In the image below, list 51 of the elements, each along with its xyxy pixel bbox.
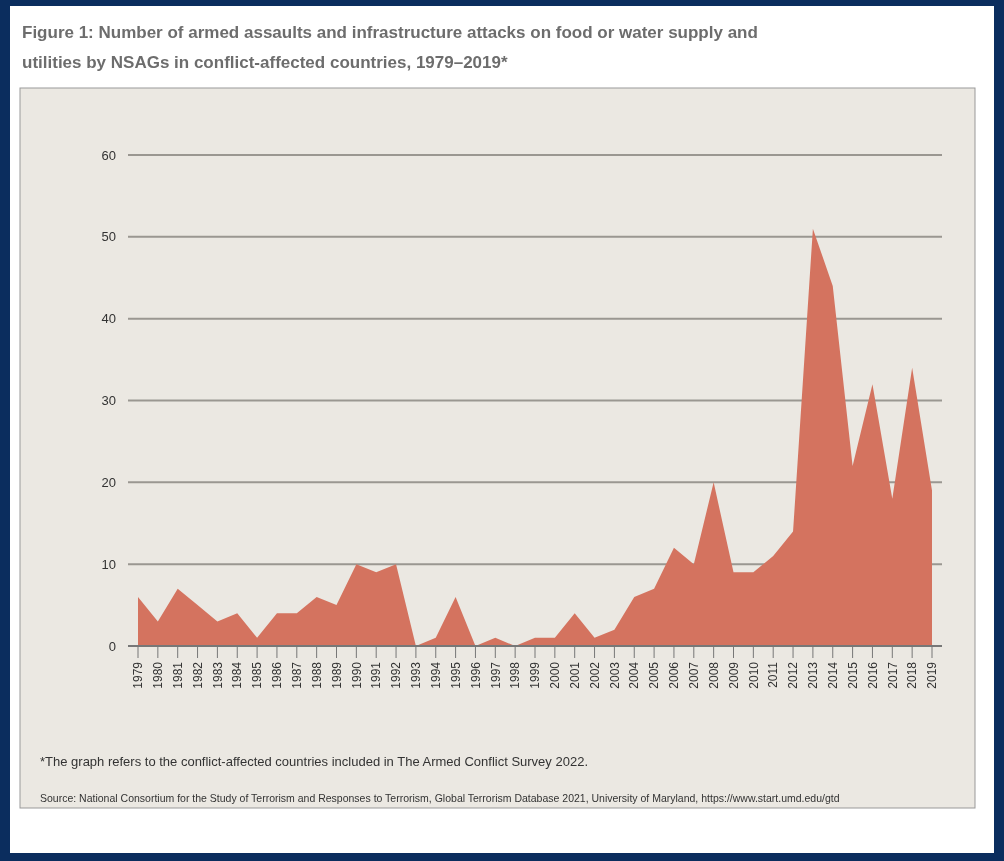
x-tick-label: 2000 xyxy=(548,661,563,689)
x-tick-label: 1983 xyxy=(210,661,225,689)
x-tick-label: 1995 xyxy=(448,661,463,689)
x-tick-label: 2005 xyxy=(647,661,662,689)
x-tick-label: 2016 xyxy=(865,661,880,689)
x-tick-label: 2018 xyxy=(905,661,920,689)
source-note: Source: National Consortium for the Study of Terrorism and Responses to Terrorism, Global Terrorism Database 2021, University of Maryland, https://www.start.umd.edu/gtd xyxy=(40,792,840,804)
x-tick-label: 1994 xyxy=(428,661,443,689)
y-tick-label: 60 xyxy=(101,147,116,163)
x-tick-label: 1982 xyxy=(190,661,205,689)
x-tick-label: 2008 xyxy=(706,661,721,689)
x-tick-label: 2004 xyxy=(627,661,642,689)
x-tick-label: 1984 xyxy=(230,661,245,689)
y-tick-label: 20 xyxy=(101,474,116,490)
chart-title: Figure 1: Number of armed assaults and infrastructure attacks on food or water supply and utilities by NSAGs in conflict-affected countries, 1979–2019* xyxy=(22,23,758,72)
x-tick-label: 1981 xyxy=(170,661,185,689)
x-tick-label: 1993 xyxy=(409,661,424,689)
x-tick-label: 2003 xyxy=(607,661,622,689)
y-tick-label: 10 xyxy=(101,556,116,572)
text: *The graph refers to the conflict-affected countries included in The Armed Conflict Survey 2022. xyxy=(40,754,588,769)
x-tick-label: 1985 xyxy=(250,661,265,689)
x-tick-label: 2009 xyxy=(726,661,741,689)
x-tick-label: 1989 xyxy=(329,661,344,689)
y-tick-label: 40 xyxy=(101,311,116,327)
x-tick-label: 1980 xyxy=(151,661,166,689)
x-tick-label: 1988 xyxy=(309,661,324,689)
x-tick-label: 2014 xyxy=(825,661,840,689)
x-tick-label: 2007 xyxy=(687,661,701,689)
x-tick-label: 2002 xyxy=(587,661,602,689)
x-tick-label: 1996 xyxy=(468,661,483,689)
x-tick-label: 1991 xyxy=(369,661,384,689)
y-tick-label: 30 xyxy=(101,393,116,409)
x-tick-label: 2010 xyxy=(746,661,761,689)
x-tick-label: 1998 xyxy=(508,661,523,689)
x-tick-label: 2015 xyxy=(845,661,860,689)
x-tick-label: 2011 xyxy=(766,661,781,688)
x-tick-label: 1990 xyxy=(349,661,364,689)
x-tick-label: 1992 xyxy=(389,661,404,689)
x-tick-label: 2017 xyxy=(885,661,900,689)
x-tick-label: 1999 xyxy=(528,661,543,689)
x-tick-label: 1979 xyxy=(131,661,146,689)
x-tick-label: 2013 xyxy=(806,661,821,689)
x-tick-label: 2012 xyxy=(786,661,801,689)
y-tick-label: 50 xyxy=(101,229,116,245)
x-tick-label: 1986 xyxy=(270,661,285,689)
x-tick-label: 2006 xyxy=(667,661,682,689)
x-tick-label: 1987 xyxy=(290,661,304,689)
x-tick-label: 2019 xyxy=(925,661,940,689)
y-tick-label: 0 xyxy=(108,638,116,654)
x-tick-label: 1997 xyxy=(488,661,503,689)
x-tick-label: 2001 xyxy=(567,661,582,689)
